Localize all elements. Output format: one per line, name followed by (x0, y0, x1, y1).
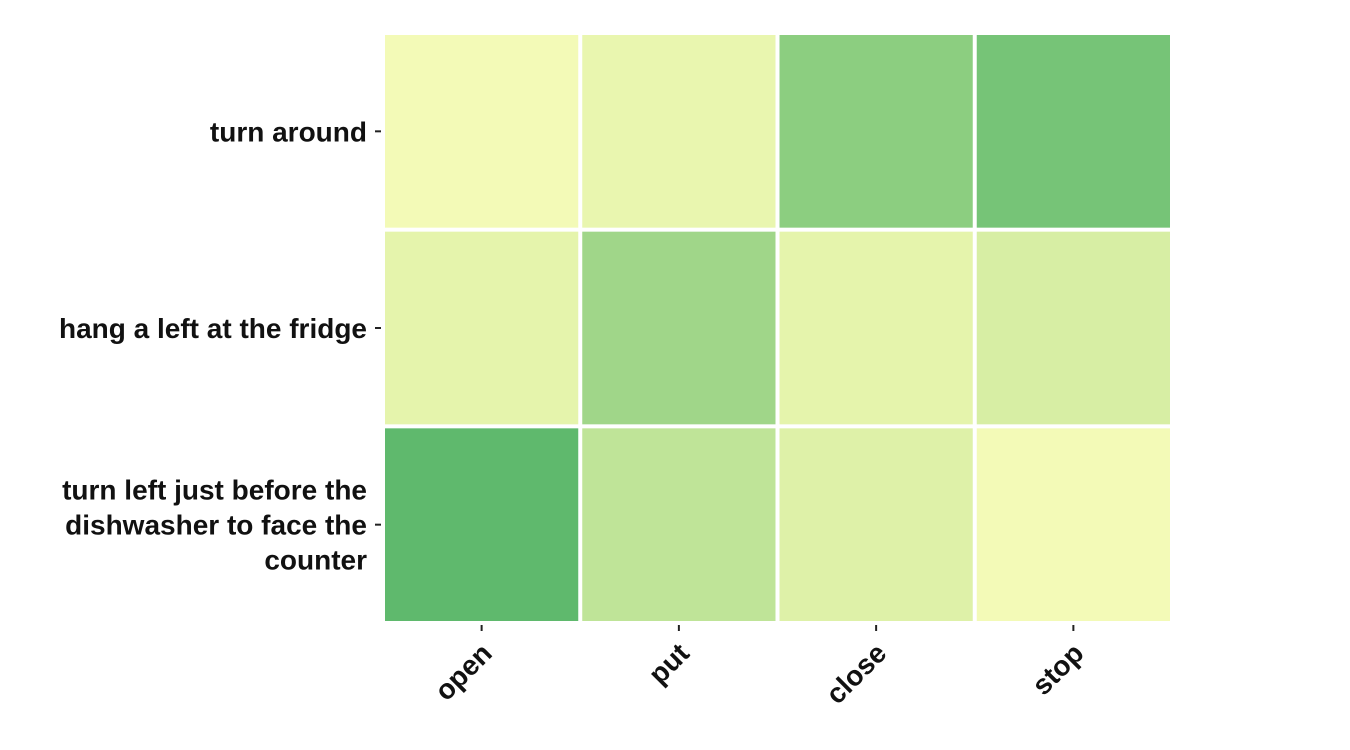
heatmap-cell (582, 428, 776, 621)
column-label: stop (1026, 637, 1090, 701)
heatmap-cell (779, 231, 973, 425)
row-label: hang a left at the fridge (59, 313, 367, 344)
row-label: turn around (210, 116, 367, 147)
heatmap-cell (385, 428, 579, 621)
heatmap-cell (779, 35, 973, 228)
heatmap-cell (385, 231, 579, 425)
row-label: turn left just before the dishwasher to f… (62, 475, 367, 576)
heatmap-cell (779, 428, 973, 621)
column-ticks (480, 625, 1075, 631)
heatmap-cell (976, 231, 1170, 425)
heatmap-cells (385, 35, 1170, 621)
column-label: put (642, 637, 695, 690)
heatmap-cell (976, 35, 1170, 228)
column-label: close (820, 637, 893, 710)
heatmap-cell (582, 231, 776, 425)
row-ticks (375, 130, 381, 526)
column-labels: open put close stop (429, 637, 1090, 710)
heatmap-cell (976, 428, 1170, 621)
row-labels: turn around hang a left at the fridge turn… (59, 116, 367, 575)
heatmap-cell (385, 35, 579, 228)
heatmap-cell (582, 35, 776, 228)
column-label: open (429, 637, 498, 706)
